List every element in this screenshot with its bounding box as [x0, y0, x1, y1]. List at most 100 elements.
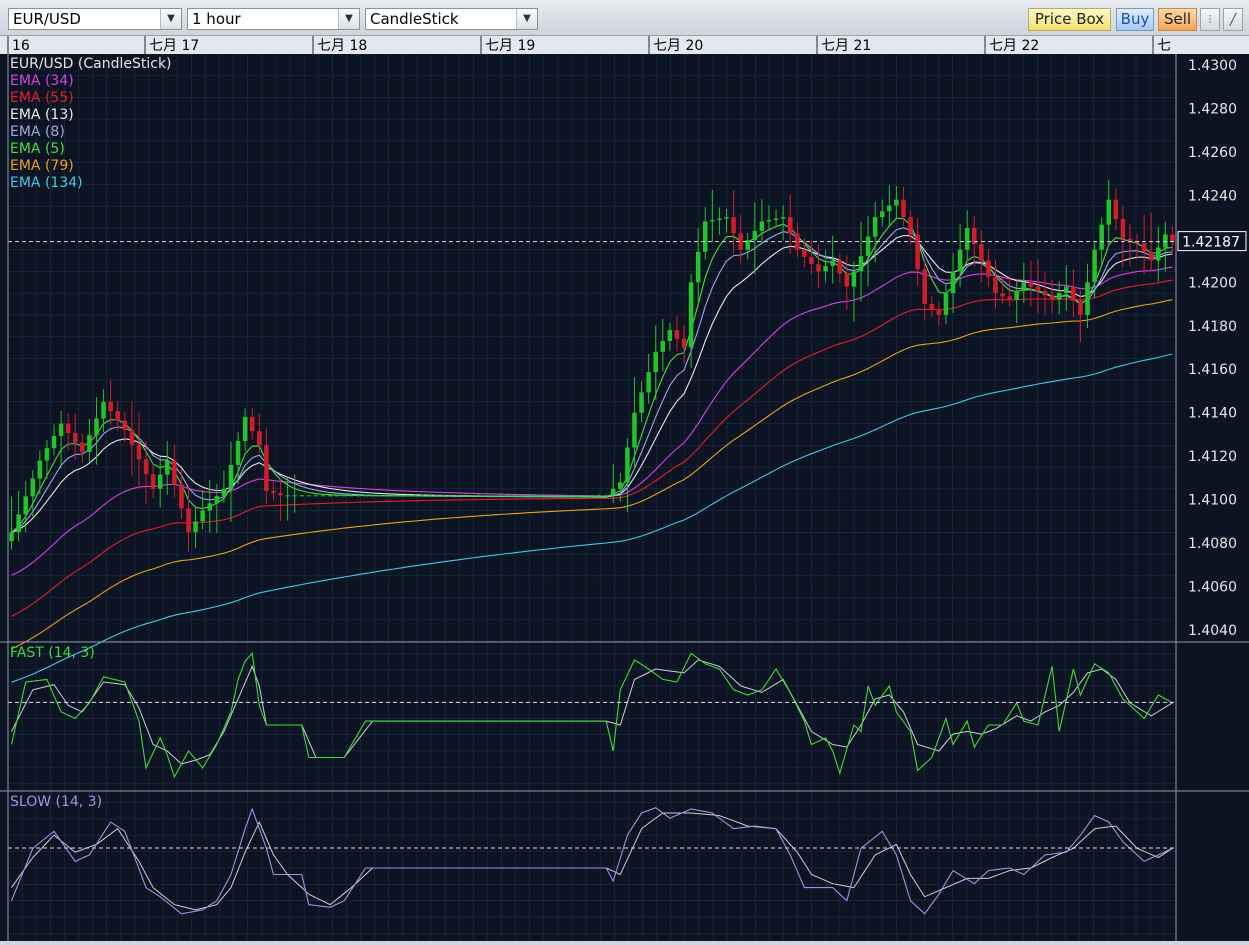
legend-item: EMA (34) [10, 73, 74, 89]
candle-body [44, 448, 50, 461]
candle-body [200, 510, 205, 522]
candle-body [653, 351, 658, 373]
candle-body [809, 256, 814, 265]
candle-body [1106, 199, 1112, 225]
candle-body [610, 488, 616, 496]
candle-body [483, 495, 489, 497]
candle-body [745, 240, 750, 250]
candle-body [299, 495, 305, 497]
candle-body [1007, 296, 1012, 300]
candle-body [1035, 286, 1041, 291]
axes-layer: 100.0050.000.0062.32100.0050.000.0065.24… [0, 36, 1249, 942]
legend-item: EMA (8) [10, 124, 65, 140]
candle-body [632, 412, 637, 448]
slow-stochastic-panel [8, 807, 1176, 915]
sell-button[interactable]: Sell [1158, 8, 1197, 31]
candle-body [1014, 290, 1019, 300]
candle-body [476, 495, 482, 497]
candle-body [589, 495, 595, 497]
timeframe-select[interactable]: 1 hour ▼ [187, 8, 360, 30]
candle-body [469, 495, 474, 497]
candle-body [1042, 290, 1048, 296]
ema-line-134 [11, 353, 1173, 683]
candle-body [943, 293, 949, 315]
candle-body [448, 495, 453, 497]
candle-body [511, 495, 517, 497]
chevron-down-icon[interactable]: ▼ [160, 9, 181, 29]
candle-body [242, 417, 248, 441]
chart-style-select[interactable]: CandleStick ▼ [365, 8, 538, 30]
price-panel [8, 180, 1176, 683]
candle-body [165, 460, 170, 475]
candle-body [207, 503, 213, 511]
candle-body [377, 495, 382, 497]
candle-body [143, 459, 149, 475]
price-tick-label: 1.4240 [1188, 188, 1237, 204]
candle-body [816, 264, 821, 272]
candle-body [221, 488, 227, 497]
candle-body [490, 495, 496, 497]
time-tick-label: 七月 22 [989, 38, 1039, 54]
chevron-down-icon[interactable]: ▼ [516, 9, 537, 29]
candle-body [356, 495, 361, 497]
candle-body [136, 444, 142, 460]
candle-body [823, 265, 828, 272]
candle-body [738, 233, 743, 250]
candle-body [950, 271, 956, 294]
candle-body [1113, 199, 1119, 220]
ema-line-5 [11, 217, 1173, 533]
candle-body [462, 495, 467, 497]
candle-body [639, 392, 644, 413]
candle-body [830, 260, 835, 266]
candle-body [547, 495, 552, 497]
oscillator-title: FAST (14, 3) [10, 645, 95, 661]
k-line [10, 807, 1173, 915]
time-tick-label: 七月 19 [485, 38, 535, 54]
price-tick-label: 1.4060 [1188, 580, 1237, 596]
draw-line-icon[interactable]: ╱ [1223, 8, 1243, 31]
chart-type-icon[interactable]: ⫶ [1200, 8, 1220, 31]
price-tick-label: 1.4080 [1188, 536, 1237, 552]
candle-body [1170, 234, 1175, 242]
candle-body [1000, 293, 1005, 297]
candle-body [780, 217, 786, 219]
fast-stochastic-panel [8, 652, 1176, 779]
candle-body [1064, 286, 1069, 294]
symbol-select[interactable]: EUR/USD ▼ [8, 8, 182, 30]
candle-body [596, 495, 602, 497]
time-tick-label: 七月 20 [653, 38, 703, 54]
candle-body [370, 495, 375, 497]
candle-body [228, 464, 234, 489]
price-chart-title: EUR/USD (CandleStick) [10, 56, 172, 72]
price-tick-label: 1.4280 [1188, 101, 1237, 117]
buy-button[interactable]: Buy [1116, 8, 1154, 31]
candle-body [533, 495, 538, 497]
price-box-button[interactable]: Price Box [1028, 8, 1111, 31]
candle-body [186, 508, 191, 533]
candle-body [320, 495, 326, 497]
price-axis-background [1176, 54, 1249, 941]
candle-body [1099, 224, 1104, 250]
candle-body [1120, 219, 1126, 239]
candle-body [108, 401, 113, 412]
candle-body [773, 218, 779, 220]
legend-item: EMA (5) [10, 141, 65, 157]
candle-body [759, 221, 765, 231]
candle-body [646, 372, 651, 393]
candle-body [568, 495, 574, 497]
candle-body [851, 271, 857, 287]
ema-line-79 [11, 299, 1173, 650]
candle-body [455, 495, 460, 497]
candle-body [837, 260, 843, 274]
candle-body [993, 276, 998, 294]
candle-body [80, 442, 85, 452]
candle-body [1141, 243, 1147, 252]
chart-svg[interactable]: 100.0050.000.0062.32100.0050.000.0065.24… [0, 36, 1249, 942]
chevron-down-icon[interactable]: ▼ [338, 9, 359, 29]
candle-body [1021, 282, 1027, 291]
candle-body [30, 478, 36, 497]
candle-body [150, 474, 156, 489]
candle-body [87, 435, 92, 452]
candle-body [795, 233, 800, 250]
candle-body [865, 236, 871, 257]
